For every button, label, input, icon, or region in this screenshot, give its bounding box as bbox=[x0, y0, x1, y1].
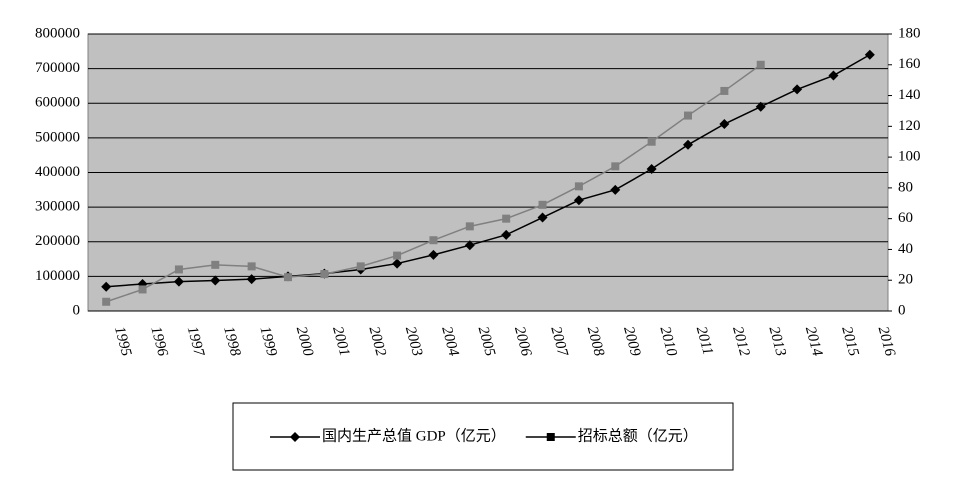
marker bbox=[173, 276, 184, 287]
marker bbox=[683, 139, 693, 150]
y2-tick-label: 100 bbox=[898, 149, 921, 165]
marker bbox=[174, 265, 183, 274]
y2-tick-label: 80 bbox=[898, 179, 913, 195]
x-tick-label: 2014 bbox=[802, 325, 825, 359]
x-tick-label: 2010 bbox=[656, 325, 679, 359]
y2-tick-label: 180 bbox=[898, 25, 921, 41]
x-tick-label: 2005 bbox=[475, 325, 498, 359]
marker bbox=[502, 214, 511, 223]
x-tick-label: 2000 bbox=[293, 325, 316, 359]
marker bbox=[102, 297, 111, 306]
y2-tick-label: 120 bbox=[898, 118, 921, 134]
marker bbox=[720, 86, 729, 95]
marker bbox=[538, 200, 547, 209]
marker bbox=[646, 164, 657, 175]
y2-tick-label: 40 bbox=[898, 241, 913, 257]
x-tick-label: 2009 bbox=[620, 325, 643, 359]
y2-tick-label: 20 bbox=[898, 272, 913, 288]
marker bbox=[719, 119, 730, 130]
marker bbox=[393, 251, 402, 260]
x-tick-label: 2006 bbox=[511, 325, 534, 359]
x-tick-label: 2007 bbox=[547, 325, 571, 360]
marker bbox=[246, 274, 257, 285]
y-tick-label: 600000 bbox=[35, 95, 80, 111]
marker bbox=[864, 49, 875, 60]
marker bbox=[574, 182, 583, 191]
marker bbox=[828, 70, 839, 81]
y-tick-label: 400000 bbox=[35, 164, 80, 180]
x-tick-label: 1998 bbox=[220, 325, 243, 359]
marker bbox=[573, 195, 584, 206]
y-tick-label: 700000 bbox=[35, 60, 80, 76]
marker bbox=[428, 249, 439, 260]
marker bbox=[392, 258, 403, 269]
x-tick-label: 2012 bbox=[729, 325, 752, 359]
y2-tick-label: 0 bbox=[898, 302, 906, 318]
marker bbox=[465, 222, 474, 231]
x-tick-label: 2004 bbox=[438, 325, 461, 359]
legend-marker bbox=[290, 432, 300, 442]
marker bbox=[284, 273, 292, 282]
marker bbox=[320, 270, 329, 279]
x-tick-label: 2002 bbox=[366, 325, 389, 359]
marker bbox=[356, 262, 365, 271]
y-tick-label: 300000 bbox=[35, 199, 80, 215]
x-tick-label: 2016 bbox=[875, 325, 898, 359]
x-tick-label: 1996 bbox=[147, 325, 170, 359]
x-tick-label: 2008 bbox=[584, 325, 607, 359]
y-tick-label: 200000 bbox=[35, 233, 80, 249]
legend-marker bbox=[546, 433, 555, 441]
series-line bbox=[106, 54, 871, 288]
y-tick-label: 100000 bbox=[35, 268, 80, 284]
y2-tick-label: 60 bbox=[898, 210, 913, 226]
marker bbox=[756, 60, 765, 69]
y-tick-label: 500000 bbox=[35, 129, 80, 145]
x-tick-label: 1999 bbox=[256, 325, 279, 359]
marker bbox=[138, 285, 147, 294]
x-tick-label: 2013 bbox=[766, 325, 789, 358]
x-tick-label: 2011 bbox=[693, 325, 716, 357]
y-tick-label: 0 bbox=[73, 302, 81, 318]
marker bbox=[647, 137, 656, 146]
marker bbox=[792, 84, 803, 95]
y2-tick-label: 140 bbox=[898, 87, 921, 103]
marker bbox=[210, 275, 221, 286]
x-tick-label: 2015 bbox=[838, 325, 861, 359]
marker bbox=[464, 240, 475, 251]
marker bbox=[211, 260, 220, 269]
marker bbox=[501, 229, 512, 240]
marker bbox=[537, 212, 548, 223]
legend-label: 招标总额（亿元） bbox=[578, 427, 698, 444]
x-tick-label: 2001 bbox=[329, 325, 352, 358]
x-tick-label: 1997 bbox=[184, 325, 208, 360]
marker bbox=[101, 281, 112, 292]
legend-label: 国内生产总值 GDP（亿元） bbox=[322, 427, 506, 444]
marker bbox=[247, 262, 256, 271]
marker bbox=[684, 111, 692, 120]
y2-tick-label: 160 bbox=[898, 56, 921, 72]
marker bbox=[755, 101, 766, 112]
y-tick-label: 800000 bbox=[35, 25, 80, 41]
x-tick-label: 1995 bbox=[111, 325, 134, 359]
x-tick-label: 2003 bbox=[402, 325, 425, 358]
marker bbox=[429, 236, 438, 245]
marker bbox=[611, 162, 620, 171]
marker bbox=[610, 184, 621, 195]
